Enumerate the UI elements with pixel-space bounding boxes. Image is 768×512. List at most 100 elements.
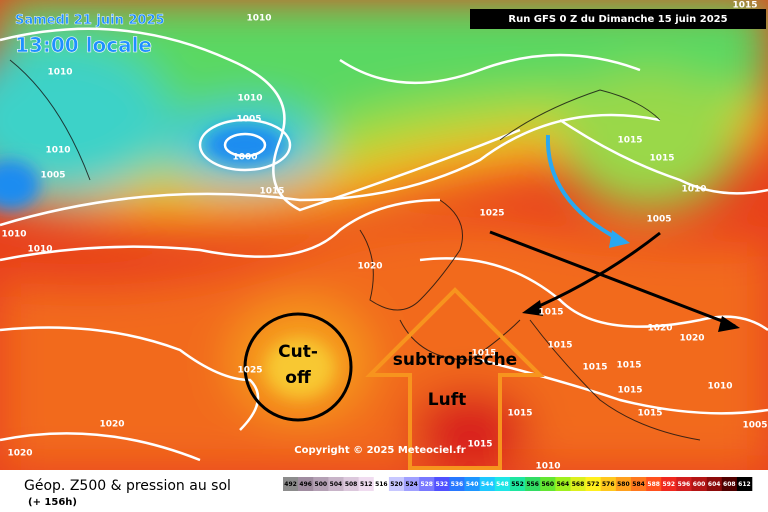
isobar-label: 1025 xyxy=(479,209,504,219)
isobar-label: 1010 xyxy=(681,185,706,195)
annotation: Cut- xyxy=(278,342,318,362)
cold-air-arrow xyxy=(545,134,621,242)
isobar-label: 1010 xyxy=(47,68,72,78)
colorbar-label: 536 xyxy=(451,481,464,488)
colorbar-swatch xyxy=(630,477,647,491)
colorbar-swatch xyxy=(494,477,511,491)
colorbar-label: 596 xyxy=(678,481,691,488)
colorbar-label: 492 xyxy=(284,481,297,488)
colorbar-swatch xyxy=(646,477,662,491)
colorbar-swatch xyxy=(419,477,435,491)
colorbar-label: 544 xyxy=(481,481,494,488)
isobar-label: 1015 xyxy=(582,363,607,373)
colorbar-label: 504 xyxy=(330,481,343,488)
colorbar-label: 556 xyxy=(526,481,539,488)
colorbar-label: 604 xyxy=(708,481,721,488)
colorbar-swatch xyxy=(479,477,496,491)
warm-air-arrow xyxy=(365,287,545,470)
colorbar-label: 524 xyxy=(405,481,418,488)
colorbar-swatch xyxy=(585,477,602,491)
isobar-label: 1015 xyxy=(538,308,563,318)
colorbar-swatch xyxy=(404,477,420,491)
forecast-time: 13:00 locale xyxy=(15,33,152,57)
isobar-label: 1015 xyxy=(616,361,641,371)
copyright: Copyright © 2025 Meteociel.fr xyxy=(294,445,465,456)
colorbar-label: 500 xyxy=(315,481,328,488)
colorbar-swatch xyxy=(449,477,465,491)
isobar-label: 1015 xyxy=(467,440,492,450)
run-box xyxy=(470,9,766,29)
isobar-label: 1025 xyxy=(237,366,262,376)
colorbar-swatch xyxy=(691,477,707,491)
colorbar-swatch xyxy=(676,477,692,491)
annotation: subtropische xyxy=(393,350,517,370)
isobar-label: 1015 xyxy=(259,187,284,197)
colorbar-swatch xyxy=(555,477,571,491)
colorbar-swatch xyxy=(615,477,632,491)
colorbar-label: 552 xyxy=(511,481,524,488)
isobar-label: 1020 xyxy=(99,420,124,430)
colorbar: 492 496 500 504 508 512 516 520 524 528 532 536 540 5… xyxy=(283,477,753,491)
colorbar-label: 580 xyxy=(617,481,630,488)
colorbar-label: 532 xyxy=(436,481,449,488)
isobars xyxy=(0,27,768,462)
colorbar-label: 592 xyxy=(663,481,676,488)
isobar-label: 1010 xyxy=(237,94,262,104)
isobar-label: 1015 xyxy=(617,136,642,146)
flow-arrow xyxy=(529,231,661,312)
isobar-label: 1005 xyxy=(742,421,767,431)
colorbar-swatch xyxy=(736,477,753,491)
isobar-label: 1015 xyxy=(547,341,572,351)
map-field xyxy=(0,0,768,470)
colorbar-label: 520 xyxy=(390,481,403,488)
isobar-label: 1015 xyxy=(507,409,532,419)
colorbar-swatch xyxy=(283,477,299,491)
colorbar-label: 508 xyxy=(345,481,358,488)
colorbar-label: 568 xyxy=(572,481,585,488)
colorbar-label: 612 xyxy=(738,481,751,488)
isobar-label: 1010 xyxy=(1,230,26,240)
isobar-label: 1015 xyxy=(617,386,642,396)
colorbar-swatch xyxy=(540,477,556,491)
colorbar-swatch xyxy=(313,477,329,491)
colorbar-swatch xyxy=(570,477,586,491)
colorbar-label: 512 xyxy=(360,481,373,488)
arrowhead xyxy=(522,300,543,316)
flow-arrow xyxy=(489,230,736,328)
colorbar-label: 584 xyxy=(632,481,645,488)
colorbar-label: 560 xyxy=(541,481,554,488)
colorbar-label: 588 xyxy=(647,481,660,488)
colorbar-label: 496 xyxy=(299,481,312,488)
run-info: Run GFS 0 Z du Dimanche 15 juin 2025 xyxy=(508,14,727,25)
colorbar-label: 564 xyxy=(557,481,570,488)
isobar-labels: 1010101510101010100510001010100510151015… xyxy=(1,1,767,472)
colorbar-label: 540 xyxy=(466,481,479,488)
colorbar-label: 528 xyxy=(420,481,433,488)
colorbar-swatch xyxy=(600,477,617,491)
colorbar-swatch xyxy=(373,477,390,491)
colorbar-swatch xyxy=(706,477,723,491)
isobar-label: 1020 xyxy=(7,449,32,459)
colorbar-label: 548 xyxy=(496,481,509,488)
colorbar-swatch xyxy=(661,477,677,491)
colorbar-label: 516 xyxy=(375,481,388,488)
isobar-label: 1015 xyxy=(471,349,496,359)
colorbar-swatch xyxy=(721,477,738,491)
isobar-label: 1005 xyxy=(236,115,261,125)
cutoff-circle xyxy=(243,312,353,422)
colorbar-swatch xyxy=(434,477,450,491)
isobar-label: 1005 xyxy=(646,215,671,225)
isobar-label: 1010 xyxy=(45,146,70,156)
colorbar-swatch xyxy=(509,477,526,491)
isobar-label: 1010 xyxy=(246,14,271,24)
colorbar-label: 576 xyxy=(602,481,615,488)
isobar-label: 1015 xyxy=(649,154,674,164)
isobar-label: 1010 xyxy=(27,245,52,255)
colorbar-swatch xyxy=(343,477,359,491)
arrowhead xyxy=(609,230,630,248)
colorbar-label: 608 xyxy=(723,481,736,488)
colorbar-swatch xyxy=(358,477,375,491)
annotation: Luft xyxy=(428,390,466,410)
forecast-date: Samedi 21 juin 2025 xyxy=(15,13,165,28)
